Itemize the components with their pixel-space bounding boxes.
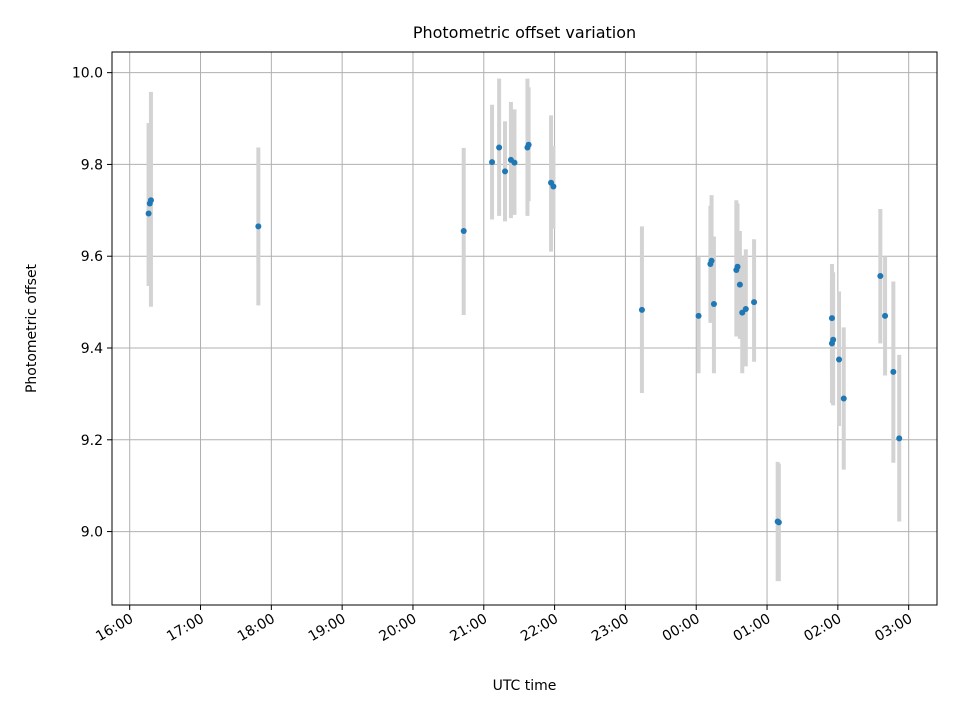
data-point — [695, 312, 702, 319]
data-point — [145, 210, 152, 217]
y-tick-label: 9.0 — [81, 525, 103, 541]
data-point — [877, 272, 884, 279]
data-point — [489, 159, 496, 166]
data-point — [734, 263, 741, 270]
y-tick-label: 9.8 — [81, 157, 103, 173]
data-point — [896, 435, 903, 442]
data-point — [147, 197, 154, 204]
data-point — [511, 159, 518, 166]
data-point — [830, 336, 837, 343]
y-axis-label: Photometric offset — [24, 263, 40, 393]
chart-title: Photometric offset variation — [413, 23, 636, 42]
data-point — [836, 356, 843, 363]
y-axis: 9.0 9.2 9.4 9.6 9.8 10.0 — [72, 66, 112, 541]
data-point — [708, 257, 715, 264]
data-point — [775, 519, 782, 526]
plot-frame — [111, 51, 938, 606]
y-tick-label: 10.0 — [72, 66, 103, 82]
data-point — [638, 306, 645, 313]
data-point — [502, 168, 509, 175]
data-point — [736, 281, 743, 288]
y-tick-label: 9.4 — [81, 341, 103, 357]
grid — [112, 52, 937, 605]
x-axis-label: UTC time — [493, 678, 557, 694]
y-tick-label: 9.6 — [81, 249, 103, 265]
data-point — [751, 299, 758, 306]
y-tick-label: 9.2 — [81, 433, 103, 449]
data-point — [828, 315, 835, 322]
data-point — [710, 300, 717, 307]
data-point — [550, 183, 557, 190]
data-point — [460, 227, 467, 234]
data-point — [255, 223, 262, 230]
data-point — [840, 395, 847, 402]
data-points — [145, 141, 903, 526]
data-point — [496, 144, 503, 151]
data-point — [525, 141, 532, 148]
data-point — [742, 305, 749, 312]
data-point — [882, 312, 889, 319]
data-point — [890, 368, 897, 375]
